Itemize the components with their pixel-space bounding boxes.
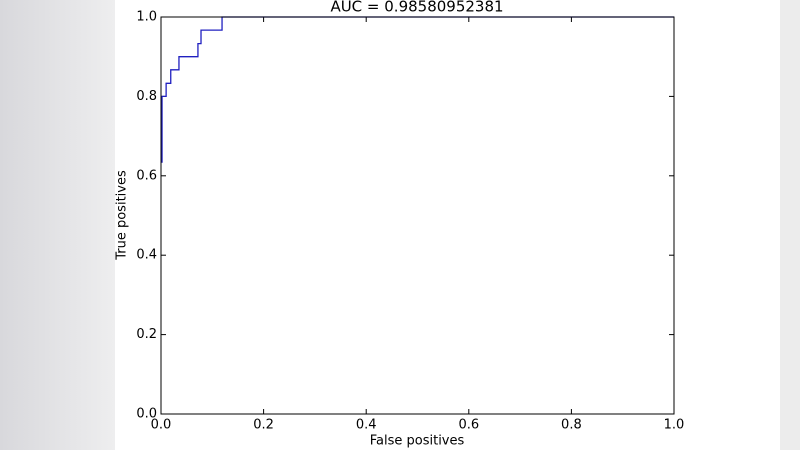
right-backdrop bbox=[780, 0, 800, 450]
x-axis-label: False positives bbox=[370, 434, 465, 449]
y-tick-label: 0.0 bbox=[136, 407, 157, 422]
y-axis-label: True positives bbox=[115, 170, 130, 261]
x-tick-label: 0.8 bbox=[561, 418, 582, 433]
chart-title: AUC = 0.98580952381 bbox=[330, 0, 503, 16]
y-tick-label: 0.2 bbox=[136, 327, 157, 342]
plot-frame bbox=[160, 16, 675, 415]
x-tick-label: 1.0 bbox=[664, 418, 685, 433]
y-tick-label: 0.6 bbox=[136, 168, 157, 183]
x-tick-label: 0.0 bbox=[151, 418, 172, 433]
y-tick-label: 1.0 bbox=[136, 10, 157, 25]
y-tick-label: 0.4 bbox=[136, 248, 157, 263]
left-backdrop bbox=[0, 0, 115, 450]
x-tick-label: 0.4 bbox=[356, 418, 377, 433]
y-tick-label: 0.8 bbox=[136, 89, 157, 104]
x-tick-label: 0.2 bbox=[253, 418, 274, 433]
roc-line bbox=[161, 16, 674, 163]
x-tick-label: 0.6 bbox=[458, 418, 479, 433]
